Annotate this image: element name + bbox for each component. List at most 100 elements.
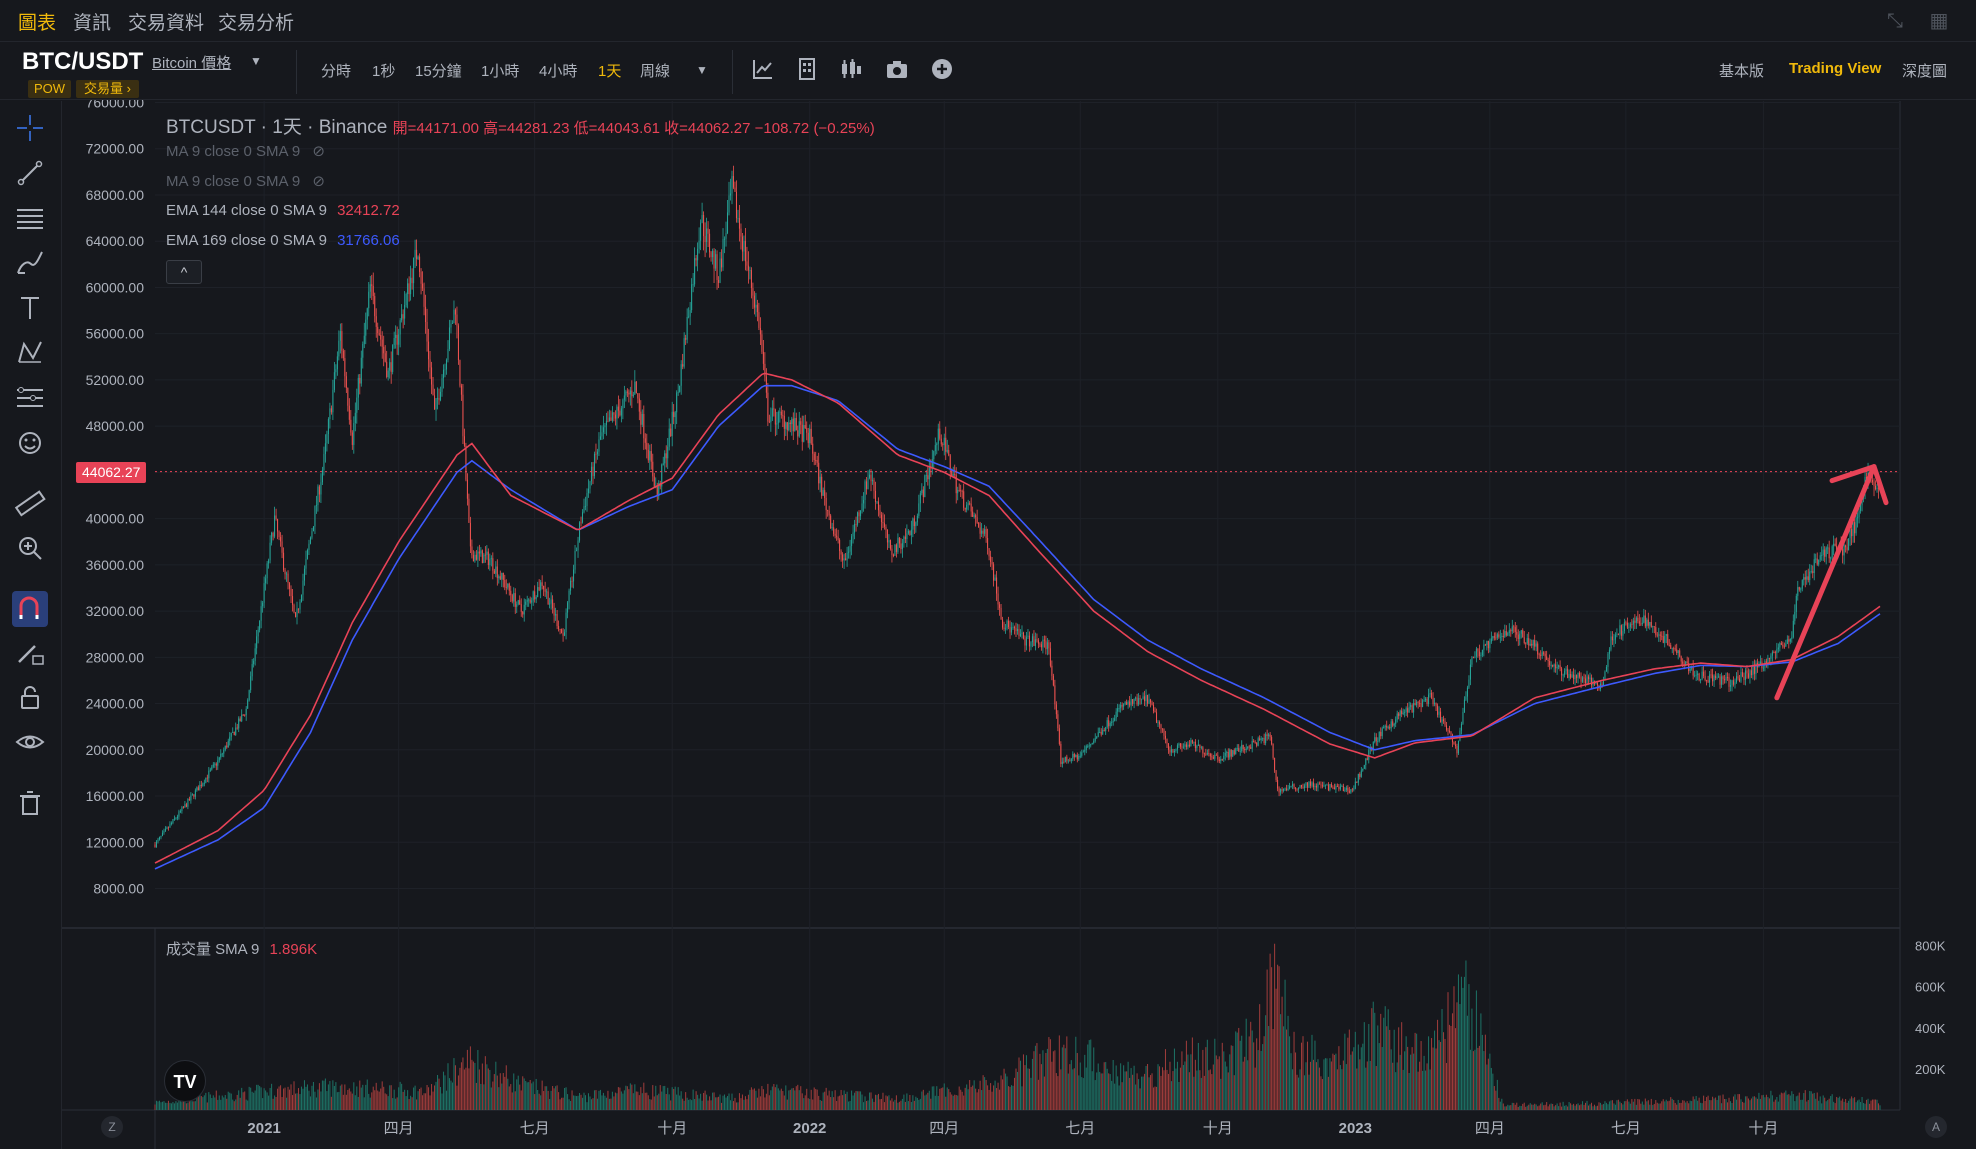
auto-scale-button[interactable]: A [1925,1116,1947,1138]
volume-bar [1348,1029,1350,1110]
trend-line-icon[interactable] [13,156,47,190]
view-depth[interactable]: 深度圖 [1902,63,1948,80]
grid-layout-icon[interactable]: ▦ [1929,10,1949,32]
candle-body [1067,760,1069,762]
volume-bar [1112,1060,1114,1110]
volume-bar [1173,1048,1175,1110]
interval-week[interactable]: 周線 [640,63,671,80]
volume-bar [1740,1099,1742,1110]
volume-bar [460,1062,462,1110]
candle-body [1483,644,1485,650]
candle-body [217,760,219,766]
volume-bar [175,1101,177,1110]
symbol-name-link[interactable]: Bitcoin 價格 [152,55,232,72]
eye-off-icon[interactable]: ⊘ [312,143,325,160]
volume-badge[interactable]: 交易量 › [76,80,139,98]
eye-off-icon[interactable]: ⊘ [312,173,325,190]
indicators-icon[interactable] [750,56,776,82]
view-basic[interactable]: 基本版 [1719,63,1765,80]
volume-bar [1767,1096,1769,1110]
volume-bar [749,1089,751,1110]
volume-bar [1039,1053,1041,1110]
candle-body [1126,702,1128,705]
fib-lines-icon[interactable] [13,201,47,235]
zoom-in-icon[interactable] [13,531,47,565]
candle-body [988,548,990,557]
tradingview-logo[interactable]: TV [164,1060,206,1102]
volume-bar [1037,1079,1039,1110]
candle-body [868,474,871,478]
magnet-icon[interactable] [12,591,48,627]
interval-4h[interactable]: 4小時 [539,63,578,80]
add-icon[interactable] [929,56,955,82]
forecast-icon[interactable] [13,381,47,415]
collapse-icon[interactable]: ⤡ [1887,10,1903,32]
candle-body [1822,549,1824,556]
chevron-down-icon[interactable]: ▼ [696,63,708,77]
text-icon[interactable] [13,291,47,325]
volume-bar [1735,1099,1738,1110]
trash-icon[interactable] [13,786,47,820]
volume-bar [1437,1019,1439,1110]
candle-body [1114,718,1116,721]
interval-time[interactable]: 分時 [321,63,352,80]
eye-icon[interactable] [13,726,47,760]
volume-bar [411,1097,413,1110]
volume-bar [770,1090,772,1110]
brush-icon[interactable] [13,246,47,280]
candle-body [1386,725,1388,728]
candle-body [200,784,202,786]
symbol-title[interactable]: BTC/USDT [22,48,144,75]
candle-body [1164,735,1167,739]
camera-icon[interactable] [884,56,910,82]
volume-bar [922,1089,924,1110]
volume-bar [1308,1074,1310,1110]
volume-bar [954,1094,956,1110]
volume-bar [1585,1102,1587,1110]
volume-bar [661,1091,663,1110]
ruler-icon[interactable] [13,486,47,520]
volume-bar [1423,1055,1425,1110]
crosshair-icon[interactable] [13,111,47,145]
interval-1s[interactable]: 1秒 [372,63,396,80]
volume-bar [768,1095,770,1110]
nav-info[interactable]: 資訊 [73,13,112,34]
volume-bar [360,1087,362,1110]
nav-trading-analysis[interactable]: 交易分析 [218,13,295,34]
candle-body [1577,672,1579,679]
timezone-button[interactable]: Z [101,1116,123,1138]
lock-icon[interactable] [13,681,47,715]
candle-body [1064,756,1066,763]
candle-body [457,325,459,361]
pattern-icon[interactable] [13,336,47,370]
candle-type-icon[interactable] [838,56,864,82]
volume-bar [505,1065,507,1110]
nav-chart[interactable]: 圖表 [18,13,57,34]
nav-trading-data[interactable]: 交易資料 [128,13,205,34]
volume-bar [538,1093,540,1110]
volume-bar [354,1095,356,1110]
volume-bar [1673,1100,1675,1110]
volume-bar [1749,1100,1751,1110]
volume-bar [169,1102,171,1110]
emoji-icon[interactable] [13,426,47,460]
candle-body [366,308,368,320]
volume-bar [933,1086,935,1110]
candle-body [242,714,244,716]
candle-body [489,558,491,566]
lock-pencil-icon[interactable] [13,636,47,670]
candle-body [1124,702,1126,705]
legend-collapse-button[interactable]: ^ [166,260,202,284]
volume-bar [428,1087,430,1110]
interval-15m[interactable]: 15分鐘 [415,63,462,80]
candle-body [483,554,485,564]
chevron-down-icon[interactable]: ▼ [250,54,262,68]
interval-1d[interactable]: 1天 [598,63,622,80]
volume-bar [1226,1066,1228,1110]
candle-body [1226,752,1228,753]
candle-body [1694,675,1696,677]
volume-bar [265,1090,267,1110]
view-tradingview[interactable]: Trading View [1789,60,1882,77]
template-icon[interactable] [794,56,820,82]
interval-1h[interactable]: 1小時 [481,63,520,80]
